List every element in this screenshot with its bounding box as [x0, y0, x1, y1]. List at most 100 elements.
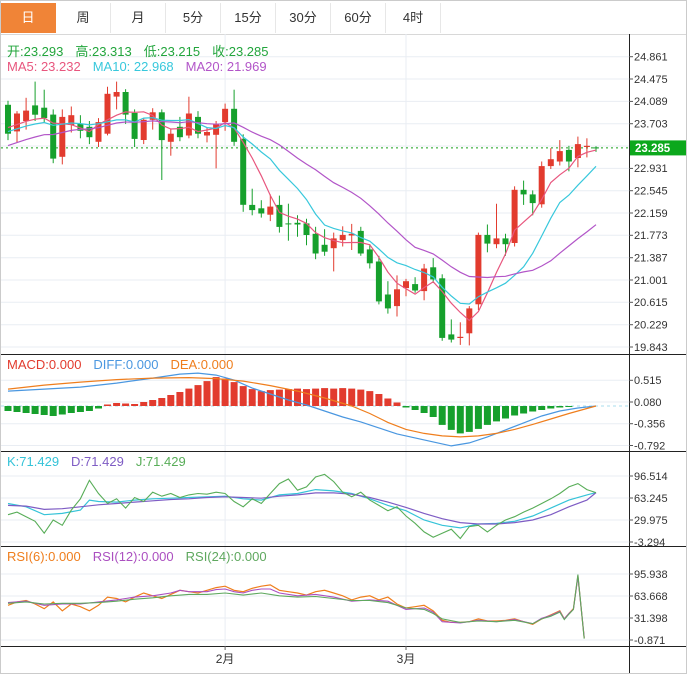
- candle-body: [5, 104, 11, 134]
- macd-bar: [411, 406, 419, 410]
- ma10-line: [7, 117, 597, 305]
- candle-body: [285, 223, 292, 225]
- axis-label: 63.245: [634, 493, 668, 505]
- candle-body: [475, 234, 482, 305]
- axis-label: 19.843: [634, 342, 668, 354]
- macd-bar: [348, 388, 356, 406]
- price-axis: 24.861 24.475 24.089 23.703 22.931 22.545 22.1…: [629, 52, 668, 647]
- axis-label: 21.773: [634, 230, 668, 242]
- axis-label: 22.545: [634, 186, 668, 198]
- macd-bar: [85, 406, 93, 411]
- period-toolbar: 日周月 5分 15分 30分 60分 4时: [1, 1, 686, 35]
- macd-bar: [529, 406, 537, 412]
- tab-30min[interactable]: 30分: [276, 3, 331, 33]
- candle-body: [430, 267, 437, 280]
- candle-body: [457, 336, 464, 338]
- macd-bar: [185, 388, 193, 406]
- macd-bar: [565, 406, 573, 407]
- macd-bar: [140, 402, 148, 406]
- candle-body: [213, 124, 220, 135]
- macd-bar: [49, 406, 57, 416]
- candle-body: [493, 238, 500, 245]
- axis-label: 21.001: [634, 275, 668, 287]
- candle-body: [439, 278, 446, 338]
- axis-label: 24.475: [634, 74, 668, 86]
- candle-body: [23, 110, 30, 121]
- axis-label: 95.938: [634, 569, 668, 581]
- candle-body: [104, 93, 111, 134]
- candle-body: [574, 144, 581, 158]
- tab-15min[interactable]: 15分: [221, 3, 276, 33]
- macd-bar: [212, 377, 220, 406]
- axis-label: -0.356: [634, 419, 665, 431]
- axis-label: 20.229: [634, 320, 668, 332]
- macd-bar: [538, 406, 546, 410]
- macd-bar: [221, 378, 229, 406]
- candle-body: [240, 138, 247, 205]
- tab-4hour[interactable]: 4时: [386, 3, 441, 33]
- candle-body: [158, 112, 165, 141]
- macd-bar: [393, 402, 401, 406]
- candle-body: [547, 159, 554, 167]
- axis-label: -0.871: [634, 635, 665, 647]
- gridlines: [1, 34, 629, 646]
- j-line: [7, 473, 597, 540]
- macd-bar: [294, 388, 301, 406]
- axis-label: 24.861: [634, 52, 668, 64]
- macd-bar: [474, 406, 482, 429]
- candle-body: [538, 166, 545, 205]
- macd-bar: [483, 406, 491, 425]
- candle-body: [502, 238, 509, 245]
- ma5-line: [7, 111, 597, 322]
- macd-bar: [239, 386, 247, 406]
- candle-body: [204, 132, 210, 136]
- tab-5min[interactable]: 5分: [166, 3, 221, 33]
- macd-bar: [375, 394, 383, 406]
- tab-week[interactable]: 周: [56, 3, 111, 33]
- macd-bar: [176, 392, 184, 406]
- axis-label: 29.975: [634, 515, 668, 527]
- ma20-line: [7, 120, 597, 279]
- macd-bar: [456, 406, 464, 434]
- candle-body: [348, 233, 355, 236]
- panel-separators: [1, 34, 686, 673]
- tab-month[interactable]: 月: [111, 3, 166, 33]
- candle-body: [375, 261, 382, 302]
- candle-body: [394, 289, 400, 307]
- candle-body: [41, 107, 48, 119]
- candle-body: [176, 126, 183, 138]
- macd-bar: [4, 406, 12, 411]
- chart-canvas[interactable]: 24.861 24.475 24.089 23.703 22.931 22.545 22.1…: [1, 34, 687, 674]
- candle-body: [421, 268, 428, 292]
- candle-body: [366, 249, 373, 264]
- macd-bar: [321, 388, 329, 406]
- rsi12-line: [7, 576, 585, 638]
- candle-body: [185, 113, 192, 136]
- candle-body: [412, 284, 419, 291]
- candles: [5, 81, 599, 346]
- macd-bar: [194, 385, 202, 406]
- candle-body: [167, 133, 174, 142]
- candle-body: [303, 223, 310, 235]
- axis-label: 22.159: [634, 208, 668, 220]
- axis-label: 63.668: [634, 591, 668, 603]
- macd-bar: [149, 400, 157, 406]
- macd-bar: [520, 406, 528, 414]
- macd-bar: [429, 406, 437, 417]
- macd-bar: [357, 389, 365, 406]
- axis-label: 20.615: [634, 297, 668, 309]
- candle-body: [339, 234, 346, 241]
- tab-60min[interactable]: 60分: [331, 3, 386, 33]
- candle-body: [520, 189, 527, 195]
- macd-bar: [447, 406, 455, 430]
- candle-body: [249, 204, 256, 211]
- axis-label: 96.514: [634, 471, 668, 483]
- macd-bar: [95, 406, 102, 409]
- current-price-value: 23.285: [635, 143, 671, 155]
- macd-bar: [22, 406, 30, 413]
- candle-body: [195, 116, 201, 134]
- candle-body: [312, 233, 319, 254]
- candle-body: [267, 206, 274, 215]
- tab-day[interactable]: 日: [1, 3, 56, 33]
- macd-bar: [420, 406, 428, 413]
